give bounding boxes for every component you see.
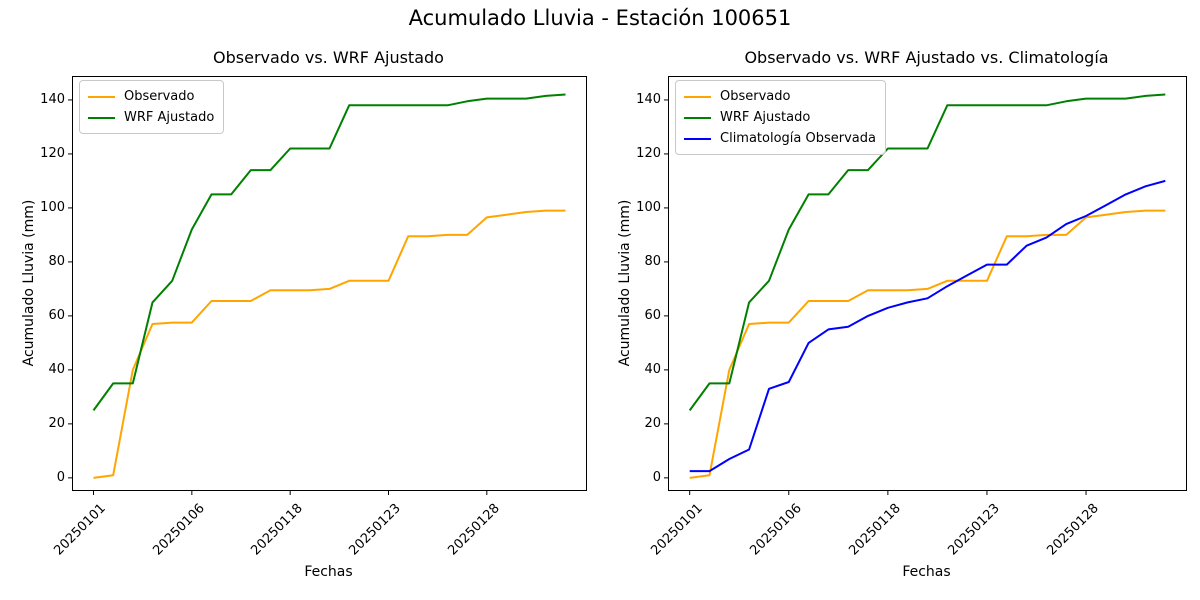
y-tick-label: 0 xyxy=(652,469,661,485)
legend-line-swatch xyxy=(88,116,115,119)
y-tick-label: 60 xyxy=(644,307,661,323)
legend-line-swatch xyxy=(88,95,115,98)
legend: Observado WRF Ajustado Climatología Observ… xyxy=(675,80,886,155)
legend: Observado WRF Ajustado xyxy=(79,80,225,134)
y-tick-label: 80 xyxy=(48,253,65,269)
y-tick-label: 20 xyxy=(644,415,661,431)
x-axis-label: Fechas xyxy=(902,564,951,580)
y-tick-label: 60 xyxy=(48,307,65,323)
line-observado xyxy=(93,209,566,479)
y-tick-label: 80 xyxy=(644,253,661,269)
x-tick-label: 20250101 xyxy=(51,501,110,559)
plot-area: Observado WRF Ajustado Climatología Observ… xyxy=(664,76,1187,495)
x-tick-label: 20250106 xyxy=(746,501,805,559)
legend-item: Climatología Observada xyxy=(684,128,876,149)
y-tick-label: 0 xyxy=(56,469,65,485)
subplot-observado-wrf-climatologia: Observado vs. WRF Ajustado vs. Climatolo… xyxy=(600,0,1200,600)
chart-canvas xyxy=(664,93,1166,495)
legend-label: Observado xyxy=(720,89,791,104)
line-wrf-ajustado xyxy=(92,93,566,411)
legend-label: WRF Ajustado xyxy=(720,110,811,125)
y-tick-label: 120 xyxy=(40,145,65,161)
y-axis-label: Acumulado Lluvia (mm) xyxy=(617,199,633,367)
legend-label: Observado xyxy=(124,89,195,104)
line-observado xyxy=(689,209,1166,479)
x-tick-label: 20250118 xyxy=(248,501,306,559)
y-tick-label: 140 xyxy=(40,91,65,107)
x-tick-label: 20250106 xyxy=(150,501,208,559)
plot-title: Observado vs. WRF Ajustado vs. Climatolo… xyxy=(744,48,1109,67)
y-tick-label: 100 xyxy=(636,199,661,215)
legend-item: WRF Ajustado xyxy=(684,107,876,128)
legend-line-swatch xyxy=(684,137,711,140)
y-tick-label: 40 xyxy=(644,361,661,377)
chart-canvas xyxy=(68,93,566,495)
y-tick-label: 140 xyxy=(636,91,661,107)
y-tick-label: 20 xyxy=(48,415,65,431)
line-climatologia-observada xyxy=(689,179,1166,473)
plot-title: Observado vs. WRF Ajustado xyxy=(213,48,444,67)
legend-label: Climatología Observada xyxy=(720,131,876,146)
legend-item: Observado xyxy=(684,86,876,107)
figure-title: Acumulado Lluvia - Estación 100651 xyxy=(408,6,792,30)
x-tick-label: 20250101 xyxy=(647,501,706,559)
subplot-observado-wrf: Observado vs. WRF Ajustado Acumulado Llu… xyxy=(21,48,587,580)
x-tick-label: 20250128 xyxy=(445,501,503,559)
x-axis-label: Fechas xyxy=(304,564,353,580)
x-tick-label: 20250123 xyxy=(945,501,1003,559)
legend-line-swatch xyxy=(684,95,711,98)
y-axis-label: Acumulado Lluvia (mm) xyxy=(21,199,37,367)
y-tick-label: 100 xyxy=(40,199,65,215)
y-tick-label: 40 xyxy=(48,361,65,377)
plot-area: Observado WRF Ajustado xyxy=(68,76,587,495)
x-tick-label: 20250128 xyxy=(1044,501,1102,559)
x-tick-label: 20250118 xyxy=(846,501,904,559)
legend-item: Observado xyxy=(88,86,214,107)
y-tick-label: 120 xyxy=(636,145,661,161)
x-tick-label: 20250123 xyxy=(346,501,405,559)
legend-label: WRF Ajustado xyxy=(124,110,215,125)
legend-item: WRF Ajustado xyxy=(88,107,214,128)
line-wrf-ajustado xyxy=(688,93,1166,411)
legend-line-swatch xyxy=(684,116,711,119)
